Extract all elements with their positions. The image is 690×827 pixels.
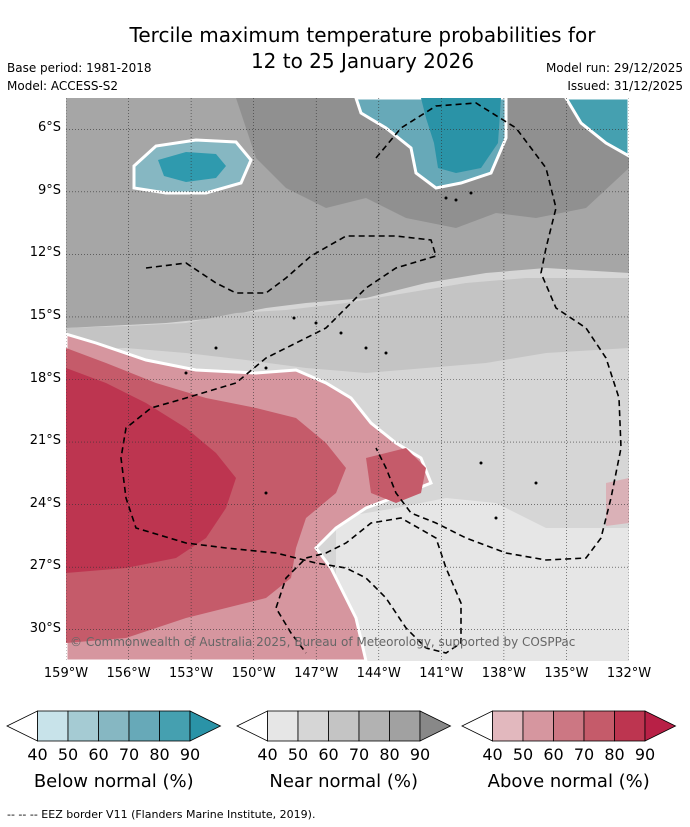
latitude-gridlines bbox=[66, 128, 629, 631]
legend-tick: 50 bbox=[57, 745, 79, 764]
lat-label: 30°S bbox=[29, 620, 61, 636]
legend-swatch bbox=[389, 710, 421, 742]
lat-label: 21°S bbox=[29, 433, 61, 449]
probability-map: © Commonwealth of Australia 2025, Bureau… bbox=[66, 98, 629, 661]
above-normal-patch-east bbox=[366, 448, 426, 503]
legend-swatch bbox=[328, 710, 360, 742]
lat-label: 9°S bbox=[37, 182, 61, 198]
eez-border-west bbox=[120, 235, 462, 654]
lon-label: 132°W bbox=[606, 666, 652, 681]
legend-swatch bbox=[492, 710, 524, 742]
lon-label: 135°W bbox=[544, 666, 589, 681]
legend-extend-low bbox=[6, 710, 38, 742]
near-normal-low-region bbox=[336, 498, 629, 661]
legend-swatch bbox=[614, 710, 646, 742]
lat-label: 18°S bbox=[29, 370, 61, 386]
legend-tick: 40 bbox=[482, 745, 503, 764]
lon-label: 138°W bbox=[481, 666, 526, 681]
legend-group-title: Below normal (%) bbox=[33, 771, 194, 792]
legend-tick: 70 bbox=[573, 745, 595, 764]
legend-tick: 60 bbox=[543, 745, 564, 764]
lon-label: 153°W bbox=[169, 666, 214, 681]
lon-label: 150°W bbox=[231, 666, 276, 681]
legend-extend-low bbox=[236, 710, 268, 742]
legend-swatch bbox=[37, 710, 69, 742]
below-normal-core-north bbox=[421, 98, 501, 173]
legend-extend-high bbox=[644, 710, 677, 742]
legend-swatch bbox=[358, 710, 390, 742]
lon-label: 141°W bbox=[419, 666, 464, 681]
legend-swatch bbox=[522, 710, 554, 742]
above-normal-80-region bbox=[66, 368, 236, 573]
lon-label: 159°W bbox=[43, 666, 89, 681]
model-label: Model: ACCESS-S2 bbox=[7, 79, 119, 93]
base-period-label: Base period: 1981-2018 bbox=[7, 61, 152, 75]
legend-extend-high bbox=[189, 710, 222, 742]
legend-extend-high bbox=[419, 710, 452, 742]
islands bbox=[184, 191, 538, 520]
legend-extend-low bbox=[461, 710, 493, 742]
legend-swatch bbox=[98, 710, 130, 742]
legend-tick: 90 bbox=[179, 745, 201, 764]
longitude-gridlines bbox=[66, 98, 629, 661]
lat-label: 12°S bbox=[29, 245, 61, 261]
lat-label: 24°S bbox=[29, 495, 61, 511]
legend-tick: 90 bbox=[634, 745, 656, 764]
legend-tick: 40 bbox=[27, 745, 48, 764]
eez-footnote: -- -- -- EEZ border V11 (Flanders Marine… bbox=[7, 808, 316, 821]
model-run-label: Model run: 29/12/2025 bbox=[545, 61, 683, 75]
legend-swatch bbox=[159, 710, 191, 742]
legend-tick: 80 bbox=[379, 745, 400, 764]
legend-tick: 80 bbox=[604, 745, 625, 764]
below-normal-region-northeast bbox=[564, 98, 629, 158]
near-normal-mid-region bbox=[66, 278, 629, 373]
lon-label: 147°W bbox=[294, 666, 339, 681]
lat-label: 27°S bbox=[29, 558, 61, 574]
lat-label: 15°S bbox=[29, 307, 61, 323]
lat-label: 6°S bbox=[37, 120, 61, 136]
legend-group-title: Above normal (%) bbox=[487, 771, 650, 792]
legend-swatch bbox=[297, 710, 329, 742]
legend-swatch bbox=[583, 710, 615, 742]
legend-tick: 80 bbox=[149, 745, 170, 764]
legend-tick: 60 bbox=[318, 745, 339, 764]
issued-label: Issued: 31/12/2025 bbox=[567, 79, 683, 93]
eez-border-east bbox=[375, 102, 622, 561]
legend-swatch bbox=[267, 710, 299, 742]
legend-tick: 50 bbox=[512, 745, 534, 764]
legend-tick: 60 bbox=[88, 745, 109, 764]
meta-left: Base period: 1981-2018 Model: ACCESS-S2 bbox=[7, 59, 152, 95]
legend-tick: 40 bbox=[257, 745, 278, 764]
below-normal-core-west bbox=[158, 152, 226, 182]
legend-tick: 70 bbox=[348, 745, 370, 764]
meta-right: Model run: 29/12/2025 Issued: 31/12/2025 bbox=[546, 59, 683, 95]
legend-group-title: Near normal (%) bbox=[269, 771, 419, 792]
legend-tick: 90 bbox=[409, 745, 431, 764]
map-title: Tercile maximum temperature probabilitie… bbox=[129, 23, 596, 73]
lon-label: 144°W bbox=[356, 666, 401, 681]
legend-colorbars bbox=[6, 710, 677, 742]
lon-label: 156°W bbox=[106, 666, 151, 681]
legend-tick: 50 bbox=[287, 745, 309, 764]
legend-swatch bbox=[553, 710, 585, 742]
above-normal-patch-far-east bbox=[606, 478, 629, 526]
copyright-text: © Commonwealth of Australia 2025, Bureau… bbox=[70, 635, 575, 649]
legend-swatch bbox=[128, 710, 160, 742]
legend-swatch bbox=[67, 710, 99, 742]
legend-tick: 70 bbox=[118, 745, 140, 764]
